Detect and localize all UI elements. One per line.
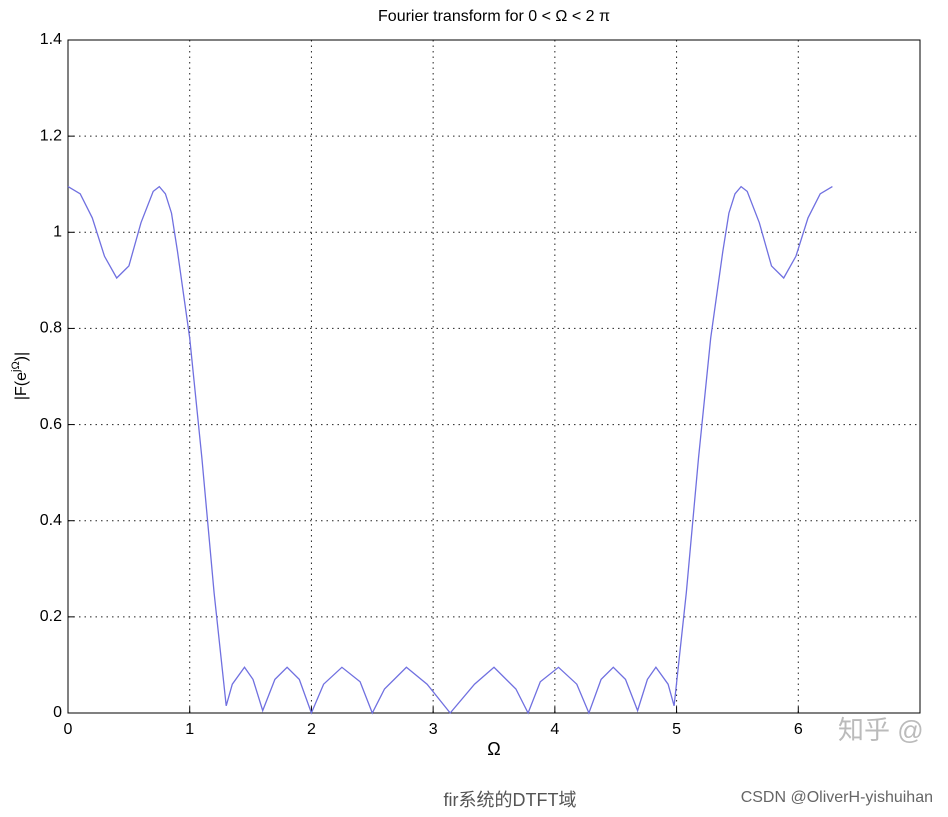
- y-label-end: )|: [13, 352, 30, 361]
- y-tick-label: 0.6: [40, 416, 62, 433]
- x-tick-label: 0: [64, 721, 73, 738]
- plot-frame: [67, 39, 921, 714]
- x-tick-label: 5: [672, 721, 681, 738]
- x-tick-label: 1: [185, 721, 194, 738]
- y-tick-label: 1.2: [40, 127, 62, 144]
- x-tick-label: 2: [307, 721, 316, 738]
- y-axis-label: |F(ejΩ)|: [10, 352, 30, 400]
- x-tick-label: 3: [429, 721, 438, 738]
- y-tick-label: 0.4: [40, 512, 62, 529]
- y-tick-label: 1.4: [40, 31, 62, 48]
- y-label-text: |F(e: [13, 372, 30, 400]
- x-tick-label: 6: [794, 721, 803, 738]
- caption: fir系统的DTFT域: [444, 790, 577, 810]
- y-tick-label: 0.2: [40, 608, 62, 625]
- series-line: [67, 185, 833, 715]
- y-tick-label: 0.8: [40, 320, 62, 337]
- y-tick-label: 0: [53, 704, 62, 721]
- watermark: 知乎 @: [838, 715, 924, 745]
- y-tick-label: 1: [53, 224, 62, 241]
- x-axis-label: Ω: [487, 739, 500, 759]
- chart-title: Fourier transform for 0 < Ω < 2 π: [378, 8, 610, 25]
- y-label-sup: jΩ: [10, 361, 22, 373]
- x-tick-label: 4: [550, 721, 559, 738]
- credit: CSDN @OliverH-yishuihan: [741, 789, 933, 806]
